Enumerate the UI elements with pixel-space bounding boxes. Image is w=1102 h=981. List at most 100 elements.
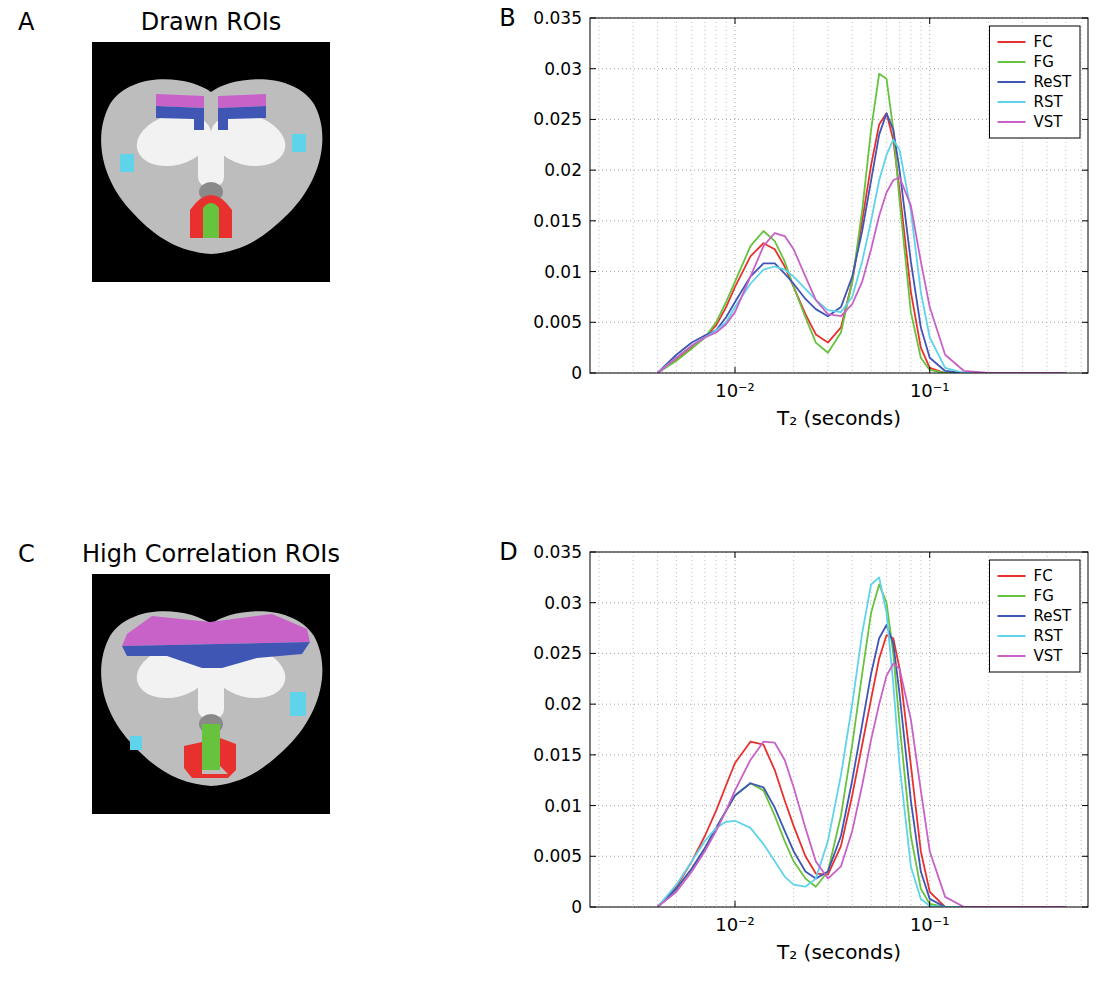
grid-line bbox=[929, 18, 930, 373]
roi-fg bbox=[202, 724, 220, 770]
tick bbox=[1082, 18, 1088, 19]
tick bbox=[1082, 704, 1088, 705]
minor-grid-line bbox=[726, 18, 727, 373]
legend-swatch bbox=[998, 81, 1026, 83]
tick-label: 0.035 bbox=[533, 542, 582, 562]
legend-swatch bbox=[998, 41, 1026, 43]
tick bbox=[590, 220, 596, 221]
tick bbox=[590, 18, 596, 19]
panel-title: High Correlation ROIs bbox=[82, 540, 340, 568]
tick bbox=[1082, 602, 1088, 603]
legend: FCFGReSTRSTVST bbox=[990, 26, 1080, 138]
tick bbox=[590, 907, 596, 908]
tick bbox=[929, 18, 930, 24]
tick bbox=[590, 170, 596, 171]
tick-label: 0.02 bbox=[544, 160, 582, 180]
minor-grid-line bbox=[676, 552, 677, 907]
tick-label: 10⁻² bbox=[715, 914, 755, 935]
tick-label: 0 bbox=[571, 363, 582, 383]
minor-grid-line bbox=[633, 552, 634, 907]
tick-label: 0.005 bbox=[533, 312, 582, 332]
tick-label: 0.025 bbox=[533, 643, 582, 663]
legend-label: FC bbox=[1034, 33, 1053, 51]
tick bbox=[590, 704, 596, 705]
grid-line bbox=[590, 271, 1088, 272]
minor-grid-line bbox=[827, 552, 828, 907]
tick-label: 0.035 bbox=[533, 8, 582, 28]
tick-label: 10⁻¹ bbox=[910, 914, 950, 935]
chart: 0 0.005 0.01 0.015 0.02 0.025 0.03 0.035 10⁻² 10⁻… bbox=[533, 542, 1088, 964]
plot-frame bbox=[590, 552, 1088, 907]
tick bbox=[590, 322, 596, 323]
grid-line bbox=[590, 856, 1088, 857]
image-background bbox=[92, 42, 330, 282]
tick-label: 0.02 bbox=[544, 694, 582, 714]
roi-rest bbox=[122, 642, 310, 668]
tick-label: 10⁻¹ bbox=[910, 380, 950, 401]
legend: FCFGReSTRSTVST bbox=[990, 560, 1080, 672]
grid bbox=[590, 552, 1088, 907]
tick bbox=[590, 68, 596, 69]
tick bbox=[735, 901, 736, 907]
legend-swatch bbox=[998, 635, 1026, 637]
minor-grid-line bbox=[988, 552, 989, 907]
plot-background bbox=[590, 552, 1088, 907]
tick-label: 0.005 bbox=[533, 846, 582, 866]
cord-white-matter bbox=[101, 611, 322, 786]
tick bbox=[1082, 119, 1088, 120]
tick bbox=[929, 552, 930, 558]
tick bbox=[1082, 754, 1088, 755]
minor-grid-line bbox=[691, 18, 692, 373]
minor-grid-line bbox=[827, 18, 828, 373]
roi-rst bbox=[290, 692, 306, 716]
grid-line bbox=[590, 322, 1088, 323]
legend-swatch bbox=[998, 101, 1026, 103]
legend-box bbox=[990, 560, 1080, 672]
legend-swatch bbox=[998, 615, 1026, 617]
legend-label: VST bbox=[1034, 113, 1064, 131]
grid-line bbox=[590, 220, 1088, 221]
panel-title: Drawn ROIs bbox=[141, 8, 282, 36]
tick bbox=[929, 901, 930, 907]
panel-letter: C bbox=[18, 540, 35, 568]
grid-line bbox=[590, 805, 1088, 806]
gray-matter bbox=[198, 669, 224, 719]
tick bbox=[590, 602, 596, 603]
roi-image bbox=[92, 574, 330, 814]
grid-line bbox=[590, 754, 1088, 755]
roi-fg bbox=[203, 203, 219, 238]
tick bbox=[590, 271, 596, 272]
minor-grid-line bbox=[726, 552, 727, 907]
grid-line bbox=[590, 170, 1088, 171]
legend-label: ReST bbox=[1034, 607, 1072, 625]
grid-line bbox=[735, 552, 736, 907]
plot-background bbox=[590, 18, 1088, 373]
panel-letter: B bbox=[499, 4, 515, 32]
roi-vst bbox=[156, 94, 266, 108]
tick-label: 0.015 bbox=[533, 745, 582, 765]
minor-grid-line bbox=[852, 552, 853, 907]
minor-grid-line bbox=[633, 18, 634, 373]
chart: 00.0050.010.0150.020.0250.030.03510⁻²10⁻… bbox=[533, 8, 1088, 430]
legend-label: FG bbox=[1034, 587, 1054, 605]
legend-swatch bbox=[998, 655, 1026, 657]
legend-label: VST bbox=[1034, 647, 1064, 665]
tick-label: 0.01 bbox=[544, 796, 582, 816]
roi-vst bbox=[122, 614, 310, 646]
legend-label: RST bbox=[1034, 93, 1064, 111]
gray-matter bbox=[198, 137, 224, 187]
plot-frame bbox=[590, 18, 1088, 373]
minor-grid-line bbox=[852, 18, 853, 373]
tick bbox=[735, 552, 736, 558]
minor-grid-line bbox=[676, 18, 677, 373]
tick-label: 0 bbox=[571, 897, 582, 917]
tick bbox=[1082, 907, 1088, 908]
tick-label: 0.03 bbox=[544, 59, 582, 79]
roi-rst bbox=[130, 736, 142, 750]
tick bbox=[1082, 68, 1088, 69]
legend-label: ReST bbox=[1034, 73, 1072, 91]
minor-grid-line bbox=[871, 18, 872, 373]
tick-label: 0.03 bbox=[544, 593, 582, 613]
axis-title: T₂ (seconds) bbox=[776, 940, 901, 964]
tick bbox=[590, 856, 596, 857]
